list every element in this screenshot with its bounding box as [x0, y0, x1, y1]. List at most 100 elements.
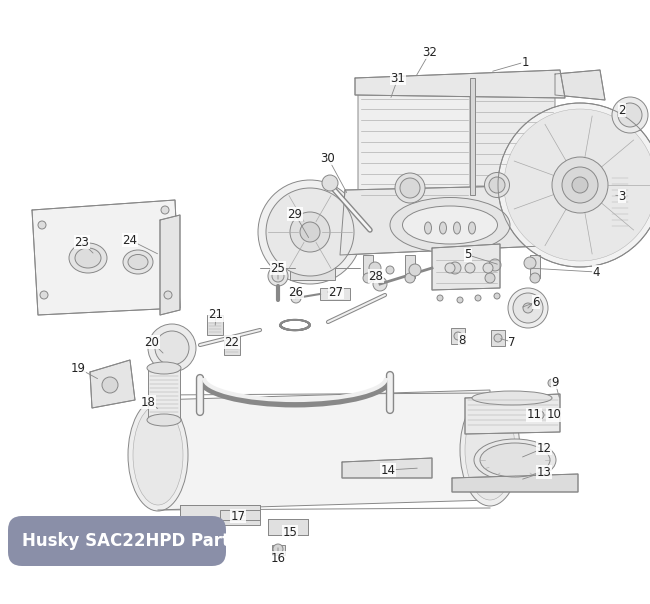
Polygon shape: [90, 360, 135, 408]
Polygon shape: [491, 330, 505, 346]
Circle shape: [273, 544, 283, 554]
Polygon shape: [155, 390, 490, 510]
Polygon shape: [451, 328, 465, 344]
Text: 18: 18: [140, 396, 155, 408]
Ellipse shape: [123, 250, 153, 274]
Circle shape: [363, 273, 373, 283]
Ellipse shape: [69, 243, 107, 273]
Circle shape: [552, 157, 608, 213]
Circle shape: [494, 334, 502, 342]
Text: 30: 30: [320, 152, 335, 164]
Circle shape: [300, 222, 320, 242]
Ellipse shape: [454, 222, 460, 234]
Text: Husky SAC22HPD Parts: Husky SAC22HPD Parts: [22, 532, 240, 550]
Text: 27: 27: [328, 286, 343, 298]
Circle shape: [504, 109, 650, 261]
Polygon shape: [160, 215, 180, 315]
Circle shape: [291, 293, 301, 303]
Polygon shape: [320, 288, 350, 300]
Circle shape: [524, 257, 536, 269]
Circle shape: [485, 273, 495, 283]
Polygon shape: [342, 458, 432, 478]
Text: 19: 19: [70, 362, 86, 374]
Circle shape: [258, 180, 362, 284]
Circle shape: [40, 291, 48, 299]
Circle shape: [409, 264, 421, 276]
Polygon shape: [432, 244, 500, 290]
Circle shape: [489, 259, 501, 271]
Polygon shape: [207, 315, 223, 335]
Polygon shape: [355, 70, 565, 98]
Polygon shape: [180, 505, 260, 520]
Circle shape: [369, 262, 381, 274]
Circle shape: [164, 291, 172, 299]
Circle shape: [268, 266, 288, 286]
Polygon shape: [473, 74, 555, 190]
Polygon shape: [224, 335, 240, 355]
Circle shape: [536, 411, 544, 419]
Ellipse shape: [474, 439, 556, 481]
Polygon shape: [470, 78, 475, 195]
Text: 8: 8: [458, 333, 465, 347]
Ellipse shape: [489, 177, 505, 193]
Text: 1: 1: [521, 56, 528, 68]
Text: 14: 14: [380, 463, 395, 477]
Ellipse shape: [465, 400, 515, 500]
Circle shape: [457, 297, 463, 303]
Text: 20: 20: [144, 335, 159, 349]
Text: 5: 5: [464, 248, 472, 262]
Text: 2: 2: [618, 103, 626, 117]
Circle shape: [38, 221, 46, 229]
Text: 6: 6: [532, 295, 540, 309]
Text: 24: 24: [122, 234, 138, 246]
Ellipse shape: [484, 173, 510, 198]
Circle shape: [322, 175, 338, 191]
Polygon shape: [452, 474, 578, 492]
Circle shape: [498, 103, 650, 267]
Circle shape: [475, 295, 481, 301]
Circle shape: [523, 303, 533, 313]
Circle shape: [445, 263, 455, 273]
Text: 10: 10: [547, 408, 562, 422]
Text: 16: 16: [270, 551, 285, 565]
Text: 26: 26: [289, 286, 304, 298]
Circle shape: [161, 206, 169, 214]
Text: 4: 4: [592, 266, 600, 278]
Polygon shape: [465, 394, 560, 434]
Circle shape: [618, 103, 642, 127]
Text: 31: 31: [391, 71, 406, 85]
Text: 17: 17: [231, 510, 246, 522]
Circle shape: [454, 332, 462, 340]
Polygon shape: [340, 185, 565, 255]
Circle shape: [290, 212, 330, 252]
Ellipse shape: [128, 254, 148, 269]
Circle shape: [148, 324, 196, 372]
Circle shape: [272, 270, 284, 282]
Ellipse shape: [147, 362, 181, 374]
Polygon shape: [620, 100, 640, 130]
Circle shape: [513, 293, 543, 323]
Text: 29: 29: [287, 208, 302, 220]
Ellipse shape: [147, 414, 181, 426]
Ellipse shape: [424, 222, 432, 234]
Circle shape: [530, 273, 540, 283]
Text: 28: 28: [369, 269, 383, 283]
Ellipse shape: [75, 248, 101, 268]
Circle shape: [548, 379, 556, 387]
Text: 11: 11: [526, 408, 541, 422]
Ellipse shape: [402, 206, 497, 244]
Ellipse shape: [472, 391, 552, 405]
Circle shape: [508, 288, 548, 328]
Ellipse shape: [460, 394, 520, 506]
Circle shape: [612, 97, 648, 133]
Text: 13: 13: [536, 466, 551, 478]
Text: 7: 7: [508, 335, 515, 349]
Circle shape: [437, 295, 443, 301]
FancyBboxPatch shape: [8, 516, 226, 566]
Polygon shape: [485, 255, 495, 278]
Polygon shape: [268, 519, 308, 535]
Polygon shape: [272, 545, 285, 555]
Circle shape: [562, 167, 598, 203]
Text: 23: 23: [75, 236, 90, 248]
Ellipse shape: [128, 399, 188, 511]
